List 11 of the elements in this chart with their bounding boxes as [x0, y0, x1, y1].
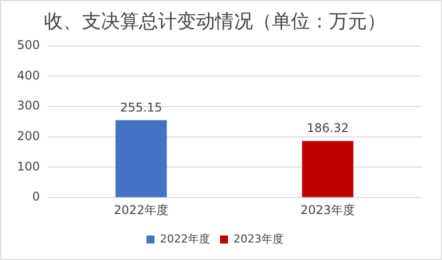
y-tick-label: 200 — [17, 129, 40, 144]
legend-label: 2022年度 — [160, 232, 210, 246]
y-tick-label: 300 — [17, 98, 40, 113]
y-tick-label: 400 — [17, 68, 40, 82]
data-label: 255.15 — [120, 100, 162, 114]
chart-title: 收、支决算总计变动情况（单位：万元） — [44, 10, 386, 32]
legend-label: 2023年度 — [234, 232, 284, 246]
data-label: 186.32 — [306, 121, 349, 136]
y-tick-label: 100 — [17, 159, 40, 174]
y-tick-label: 500 — [17, 38, 40, 52]
y-tick-label: 0 — [32, 190, 40, 204]
